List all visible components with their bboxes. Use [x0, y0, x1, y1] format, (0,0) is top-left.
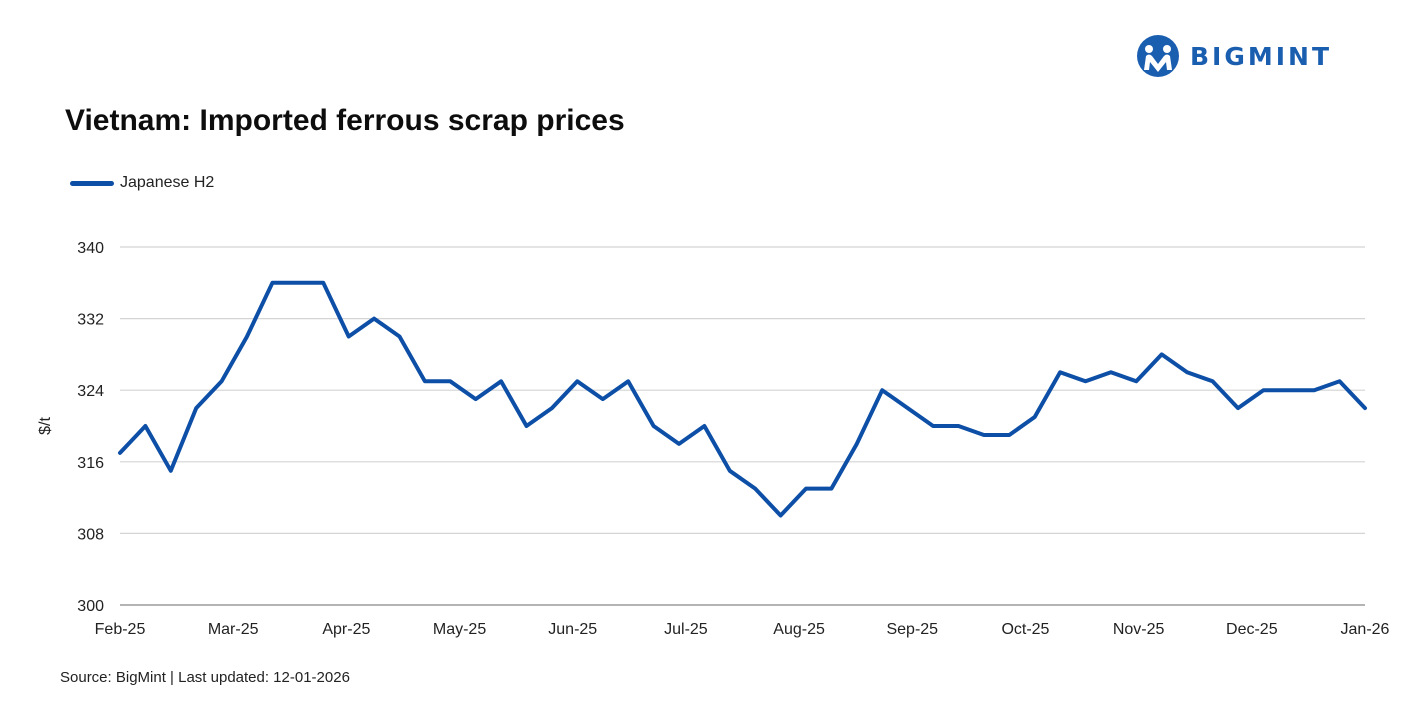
- x-tick-label: Jan-26: [1341, 621, 1390, 638]
- legend-label-japanese-h2: Japanese H2: [120, 174, 215, 191]
- y-tick-label: 332: [77, 312, 104, 329]
- legend-swatch-japanese-h2: [70, 180, 114, 186]
- brand-logo: BIGMINT: [1136, 34, 1332, 78]
- series-line-japanese-h2: [118, 280, 1367, 518]
- x-tick-label: Mar-25: [208, 621, 259, 638]
- x-tick-label: Sep-25: [886, 621, 938, 638]
- x-tick-label: Jul-25: [664, 621, 708, 638]
- source-note: Source: BigMint | Last updated: 12-01-20…: [60, 669, 350, 686]
- y-tick-label: 340: [77, 240, 104, 257]
- x-tick-label: Oct-25: [1001, 621, 1049, 638]
- x-tick-label: Feb-25: [95, 621, 146, 638]
- brand-name: BIGMINT: [1190, 41, 1333, 71]
- x-tick-label: Nov-25: [1113, 621, 1165, 638]
- chart-legend: Japanese H2: [70, 174, 214, 192]
- x-tick-label: Apr-25: [322, 621, 370, 638]
- y-tick-label: 316: [77, 455, 104, 472]
- y-tick-label: 324: [77, 383, 104, 400]
- x-tick-label: May-25: [433, 621, 486, 638]
- bigmint-logo-icon: [1137, 35, 1179, 77]
- y-tick-label: 308: [77, 526, 104, 543]
- chart-title: Vietnam: Imported ferrous scrap prices: [65, 104, 625, 137]
- y-axis-label: $/t: [37, 417, 54, 435]
- x-tick-label: Aug-25: [773, 621, 825, 638]
- x-tick-label: Dec-25: [1226, 621, 1278, 638]
- y-tick-label: 300: [77, 598, 104, 615]
- x-tick-label: Jun-25: [548, 621, 597, 638]
